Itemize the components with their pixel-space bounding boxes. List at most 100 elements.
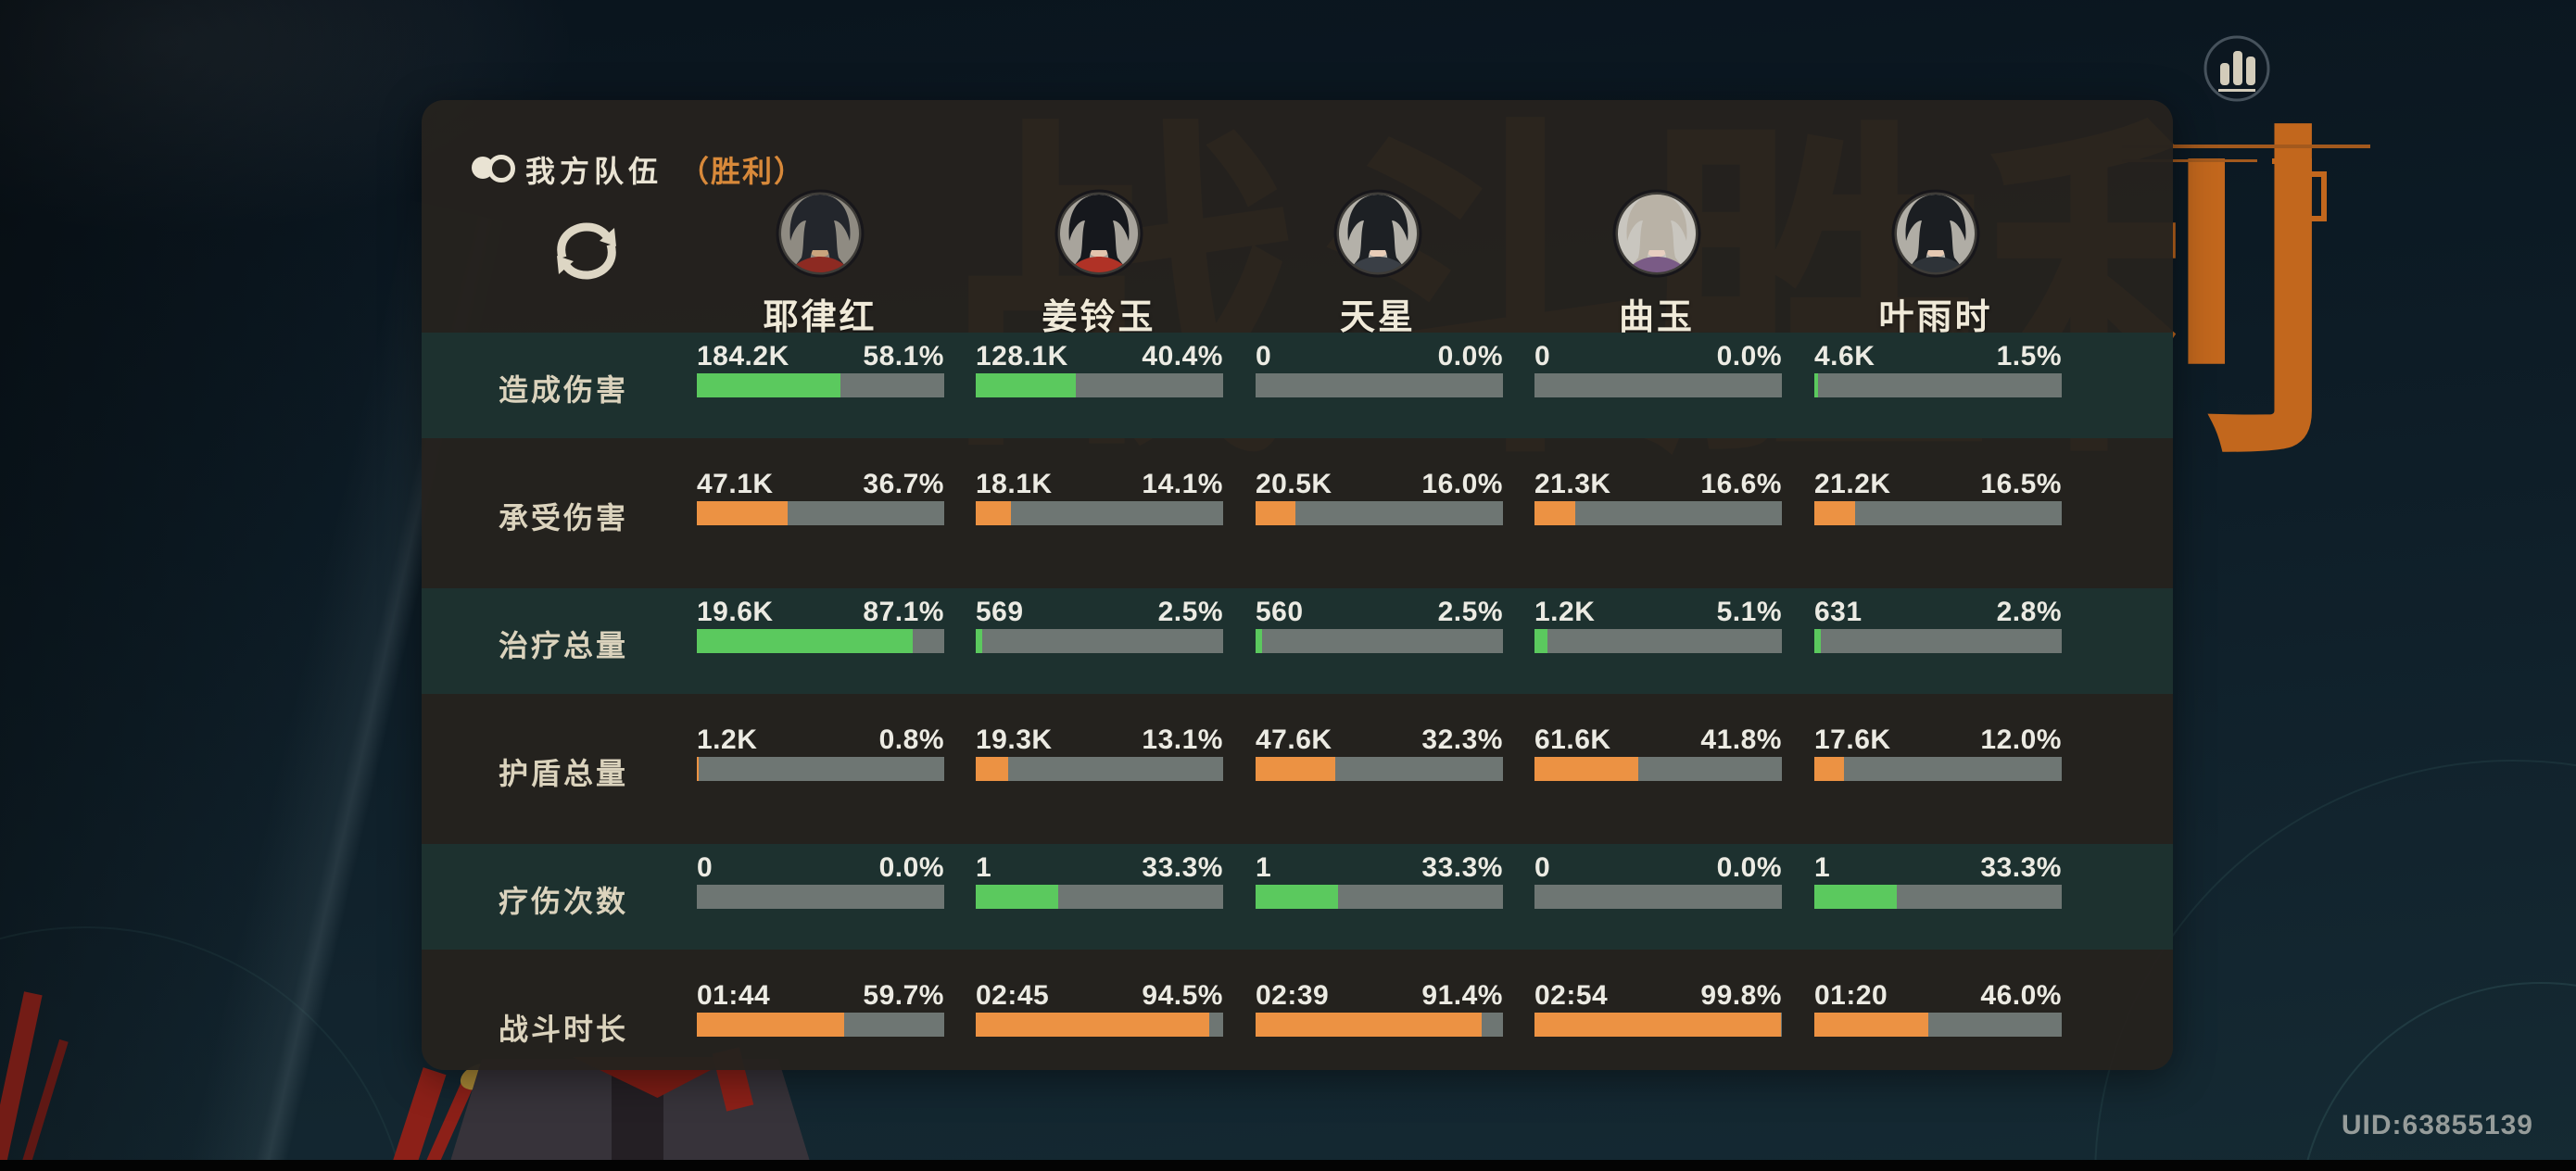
stat-percent: 87.1% [863, 597, 944, 627]
stat-value: 02:54 [1534, 980, 1609, 1011]
stat-bar-fill [1256, 501, 1295, 525]
stat-value: 0 [1256, 341, 1272, 371]
stat-bar-track [1256, 885, 1503, 909]
character-avatar[interactable]: 曲玉 [1536, 189, 1777, 339]
stat-bar-track [697, 757, 944, 781]
stat-bar-fill [697, 373, 841, 397]
character-portrait-icon [1891, 189, 1980, 278]
stat-cell-text: 1.2K 0.8% [697, 724, 944, 756]
stat-cell-text: 21.3K 16.6% [1534, 469, 1782, 500]
stat-cell-text: 01:44 59.7% [697, 980, 944, 1012]
stat-bar-track [976, 1013, 1223, 1037]
stat-bar-fill [697, 629, 913, 653]
uid-label: UID:63855139 [2341, 1110, 2533, 1140]
stat-value: 21.2K [1814, 469, 1891, 499]
stat-bar-fill [1256, 757, 1336, 781]
stat-percent: 33.3% [1421, 852, 1503, 883]
stat-bar-fill [976, 885, 1058, 909]
stat-percent: 5.1% [1716, 597, 1782, 627]
stat-cell-text: 631 2.8% [1814, 597, 2062, 628]
stat-value: 0 [1534, 852, 1551, 883]
stat-value: 184.2K [697, 341, 789, 371]
stat-value: 61.6K [1534, 724, 1611, 755]
stat-cell-text: 47.1K 36.7% [697, 469, 944, 500]
character-avatar[interactable]: 姜铃玉 [979, 189, 1219, 339]
stat-cell-text: 02:45 94.5% [976, 980, 1223, 1012]
stat-bar-track [1534, 501, 1782, 525]
stat-bar-fill [697, 757, 700, 781]
stat-percent: 16.5% [1980, 469, 2062, 499]
stat-bar-fill [976, 757, 1008, 781]
stat-percent: 94.5% [1142, 980, 1223, 1011]
stat-bar-fill [1814, 629, 1822, 653]
swap-team-button[interactable] [548, 219, 625, 283]
character-name: 天星 [1339, 298, 1416, 337]
stat-bar-fill [1534, 1013, 1782, 1037]
bar-chart-icon [2203, 35, 2270, 102]
battle-stats-button[interactable] [2203, 34, 2271, 103]
stat-percent: 14.1% [1142, 469, 1223, 499]
stat-percent: 2.5% [1437, 597, 1503, 627]
stats-panel: 我方队伍 （胜利） 耶律红姜铃玉 天星 曲玉 叶雨时 造成伤害 184.2K 58.1% 1… [422, 100, 2173, 1070]
stat-bar-fill [1814, 885, 1897, 909]
stat-cell-text: 19.6K 87.1% [697, 597, 944, 628]
stat-bar-track [1256, 501, 1503, 525]
stat-bar-track [1814, 885, 2062, 909]
stat-bar-track [697, 629, 944, 653]
stat-bar-track [976, 501, 1223, 525]
stat-cell-text: 4.6K 1.5% [1814, 341, 2062, 372]
character-name: 姜铃玉 [1042, 298, 1156, 337]
stat-percent: 36.7% [863, 469, 944, 499]
stat-cell-text: 21.2K 16.5% [1814, 469, 2062, 500]
stat-value: 128.1K [976, 341, 1068, 371]
stat-bar-track [976, 757, 1223, 781]
stat-value: 1.2K [1534, 597, 1596, 627]
stat-percent: 0.0% [1716, 341, 1782, 371]
stat-percent: 0.8% [878, 724, 944, 755]
corner-ornament-line [2122, 145, 2370, 148]
character-avatar[interactable]: 叶雨时 [1815, 189, 2056, 339]
stat-value: 19.3K [976, 724, 1053, 755]
stat-bar-fill [1814, 501, 1856, 525]
corner-ornament-icon [2272, 158, 2327, 221]
stat-cell-text: 01:20 46.0% [1814, 980, 2062, 1012]
stat-value: 47.6K [1256, 724, 1332, 755]
stat-percent: 58.1% [863, 341, 944, 371]
stat-cell-text: 1 33.3% [1256, 852, 1503, 884]
stat-value: 0 [697, 852, 713, 883]
stat-cell-text: 0 0.0% [1534, 341, 1782, 372]
stat-bar-fill [1534, 757, 1638, 781]
stat-percent: 46.0% [1980, 980, 2062, 1011]
stat-bar-fill [1814, 757, 1845, 781]
stat-cell-text: 0 0.0% [697, 852, 944, 884]
stat-row-label: 疗伤次数 [498, 885, 628, 918]
stat-value: 560 [1256, 597, 1304, 627]
stat-percent: 33.3% [1142, 852, 1223, 883]
stat-percent: 32.3% [1421, 724, 1503, 755]
stat-bar-track [1534, 885, 1782, 909]
character-avatar[interactable]: 耶律红 [700, 189, 941, 339]
stat-cell-text: 47.6K 32.3% [1256, 724, 1503, 756]
stat-bar-fill [1534, 629, 1547, 653]
stat-value: 1 [976, 852, 992, 883]
stat-percent: 0.0% [878, 852, 944, 883]
stat-bar-track [1256, 1013, 1503, 1037]
stat-percent: 59.7% [863, 980, 944, 1011]
stat-row-label: 造成伤害 [498, 373, 628, 407]
stat-bar-track [697, 885, 944, 909]
stat-value: 1.2K [697, 724, 758, 755]
team-toggle[interactable] [472, 154, 520, 183]
stat-cell-text: 02:39 91.4% [1256, 980, 1503, 1012]
stat-value: 47.1K [697, 469, 774, 499]
stat-bar-track [1814, 629, 2062, 653]
stat-bar-track [976, 885, 1223, 909]
stat-bar-fill [976, 501, 1011, 525]
stat-value: 02:39 [1256, 980, 1330, 1011]
stat-percent: 91.4% [1421, 980, 1503, 1011]
character-avatar[interactable]: 天星 [1257, 189, 1498, 339]
character-portrait-icon [1333, 189, 1422, 278]
stat-value: 18.1K [976, 469, 1053, 499]
panel-header: 我方队伍 （胜利） [525, 148, 805, 191]
character-portrait-icon [1612, 189, 1701, 278]
stat-percent: 41.8% [1700, 724, 1782, 755]
